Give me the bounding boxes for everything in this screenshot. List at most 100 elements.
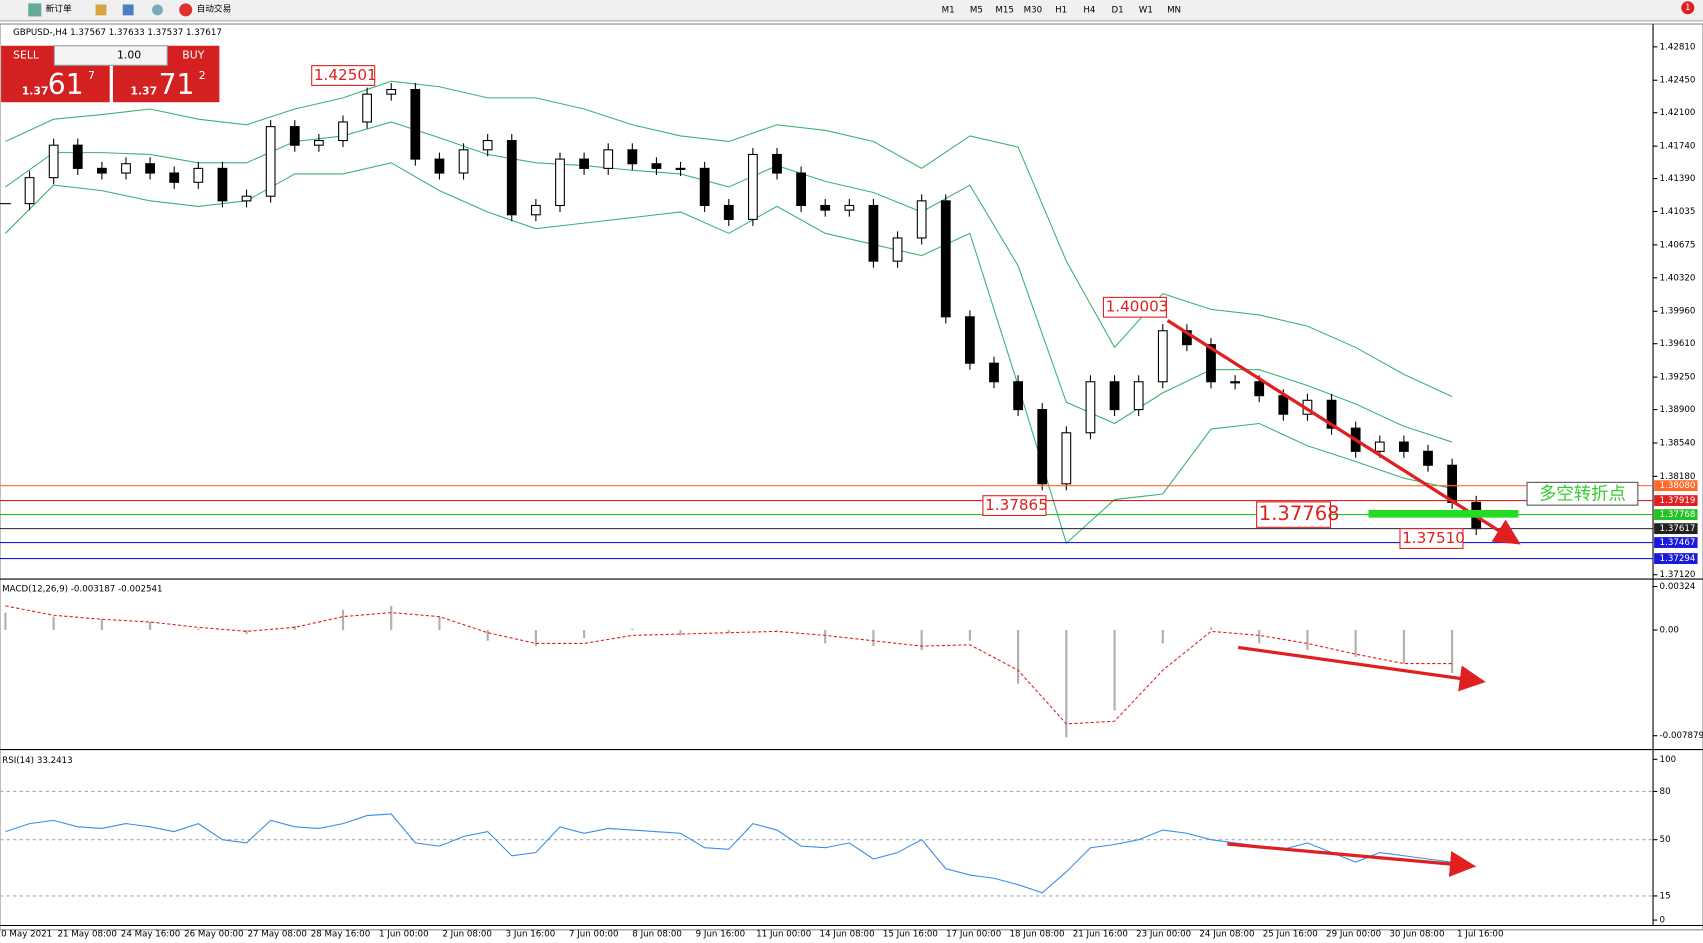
candle <box>386 88 397 95</box>
price-annotation: 1.42501 <box>314 66 377 84</box>
y-tick-label: 1.41035 <box>1660 207 1696 217</box>
candle <box>892 237 903 262</box>
macd-bar <box>872 630 875 647</box>
y-tick-label: 1.39960 <box>1660 307 1696 317</box>
toolbar-icon[interactable] <box>122 4 134 16</box>
timeframe-button[interactable]: D1 <box>1111 5 1123 15</box>
candle <box>410 88 421 160</box>
y-tick-label: 1.38900 <box>1660 405 1696 415</box>
price-level-tag <box>1654 523 1698 535</box>
timeframe-button[interactable]: M5 <box>970 5 983 15</box>
timeframe-button[interactable]: H4 <box>1083 5 1096 15</box>
y-tick-label: 1.38540 <box>1660 438 1696 448</box>
price-level-label: 1.38080 <box>1660 481 1696 491</box>
macd-bar <box>824 630 827 644</box>
y-tick-label: 1.40675 <box>1660 240 1696 250</box>
price-annotation-box <box>311 65 376 86</box>
rsi-line <box>5 813 1477 894</box>
candle <box>169 172 180 183</box>
price-annotation: 1.37768 <box>1259 502 1340 525</box>
timeframe-button[interactable]: MN <box>1167 5 1181 15</box>
sell-price-big: 61 <box>48 68 84 101</box>
y-tick-label: 0 <box>1660 916 1666 926</box>
candle <box>723 204 734 220</box>
price-level-label: 1.37768 <box>1660 510 1696 520</box>
buy-button[interactable]: BUY <box>182 49 204 62</box>
candle <box>338 121 348 142</box>
macd-bar <box>390 605 393 631</box>
candle <box>964 316 975 364</box>
trend-arrow <box>1166 319 1521 545</box>
new-order-button[interactable]: 新订单 <box>46 2 72 14</box>
timeframe-button[interactable]: M1 <box>942 5 955 15</box>
y-tick-label: 50 <box>1660 835 1671 845</box>
macd-bar <box>197 628 200 631</box>
chart-window <box>0 23 1703 931</box>
rsi-divergence-arrow <box>1227 842 1476 877</box>
price-level-tag <box>1654 509 1698 521</box>
candle <box>579 158 589 169</box>
price-level-label: 1.37294 <box>1660 554 1696 564</box>
candle <box>121 163 131 174</box>
chart-title: GBPUSD-,H4 1.37567 1.37633 1.37537 1.376… <box>13 28 222 38</box>
candle <box>1399 441 1409 452</box>
candle <box>1037 409 1048 485</box>
buy-price-big: 71 <box>159 68 195 101</box>
price-level-tag <box>1654 553 1698 565</box>
candle <box>1157 330 1168 383</box>
candle <box>24 177 35 205</box>
x-tick-label: 23 Jun 00:00 <box>1136 930 1191 940</box>
y-tick-label: 1.42450 <box>1660 76 1696 86</box>
y-tick-label: 1.39610 <box>1660 339 1696 349</box>
candle <box>506 140 517 216</box>
price-annotation: 1.37510 <box>1402 529 1465 547</box>
x-tick-label: 21 May 08:00 <box>57 930 116 940</box>
price-level-label: 1.37467 <box>1660 538 1696 548</box>
x-tick-label: 25 Jun 16:00 <box>1263 930 1318 940</box>
macd-bar <box>52 616 55 631</box>
alert-badge[interactable] <box>1681 1 1695 15</box>
x-tick-label: 27 May 08:00 <box>247 930 306 940</box>
timeframe-button[interactable]: M15 <box>995 5 1014 15</box>
auto-trade-icon[interactable] <box>179 3 193 17</box>
new-order-icon[interactable] <box>28 3 42 17</box>
candle <box>72 144 83 169</box>
timeframe-button[interactable]: W1 <box>1139 5 1153 15</box>
candle <box>145 163 155 174</box>
y-tick-label: 0.00324 <box>1660 582 1696 592</box>
candle <box>1423 450 1433 466</box>
lots-input[interactable]: 1.00 <box>117 49 141 62</box>
candle <box>1326 399 1337 429</box>
sell-price-sup: 7 <box>88 69 95 82</box>
candle <box>603 149 614 169</box>
candle <box>796 172 806 207</box>
candle <box>675 167 686 171</box>
sell-button[interactable]: SELL <box>13 49 39 62</box>
candle <box>820 204 831 211</box>
candle <box>1061 432 1072 485</box>
macd-bar <box>583 630 586 639</box>
lots-box[interactable] <box>53 45 168 66</box>
auto-trade-button[interactable]: 自动交易 <box>197 2 232 14</box>
x-tick-label: 15 Jun 16:00 <box>883 930 938 940</box>
toolbar-icon[interactable] <box>152 4 163 16</box>
note-text: 多空转折点 <box>1539 484 1626 504</box>
macd-bar <box>100 619 103 631</box>
macd-bar <box>1065 630 1068 738</box>
candle <box>1254 381 1265 397</box>
price-annotation-box <box>982 495 1047 517</box>
timeframe-button[interactable]: M30 <box>1024 5 1043 15</box>
alert-count: 1 <box>1685 3 1691 13</box>
y-tick-label: 1.40320 <box>1660 273 1696 283</box>
macd-divergence-arrow <box>1237 645 1486 692</box>
macd-bar <box>486 630 489 641</box>
bollinger-upper <box>5 80 1453 398</box>
macd-bar <box>679 630 682 636</box>
plot-area: 1.42810 1.42450 1.42100 1.41740 1.41390 1.410… <box>0 42 1703 940</box>
timeframe-button[interactable]: H1 <box>1055 5 1067 15</box>
toolbar-icon[interactable] <box>95 4 107 16</box>
macd-bar <box>1017 630 1020 684</box>
candle <box>940 200 951 318</box>
price-annotation-box <box>1256 501 1332 528</box>
